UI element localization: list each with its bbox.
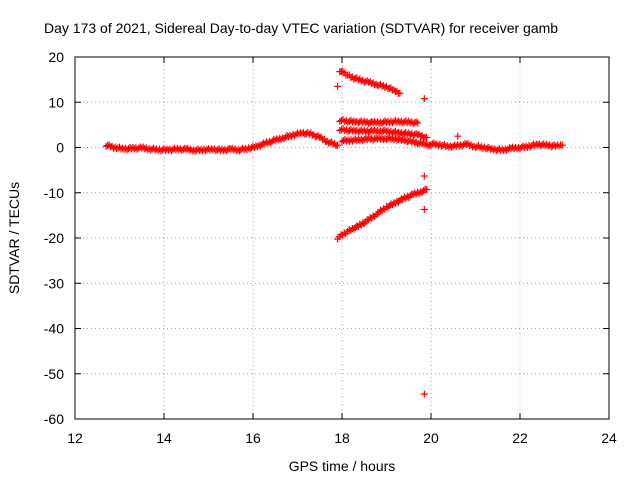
- data-point: [279, 134, 287, 142]
- data-point: [383, 203, 390, 211]
- data-point: [228, 144, 236, 152]
- data-point: [231, 145, 239, 153]
- data-point: [405, 193, 413, 201]
- plot-frame: [74, 56, 610, 420]
- data-point: [267, 139, 275, 147]
- data-point: [423, 186, 431, 194]
- data-point: [340, 229, 348, 237]
- data-point: [363, 77, 371, 85]
- data-point: [555, 142, 563, 150]
- data-point: [424, 142, 432, 150]
- data-point: [420, 172, 428, 180]
- data-point: [295, 130, 303, 138]
- data-point: [334, 82, 342, 90]
- data-point: [420, 390, 428, 398]
- data-point: [377, 206, 385, 214]
- x-tick-label: 20: [423, 430, 439, 446]
- data-point: [403, 192, 411, 200]
- y-tick-label: -40: [44, 321, 64, 337]
- data-point: [360, 117, 368, 125]
- data-point: [256, 142, 264, 150]
- data-point: [400, 129, 408, 137]
- data-point: [277, 136, 285, 144]
- data-point: [393, 197, 401, 205]
- data-point: [396, 89, 404, 97]
- data-point: [381, 84, 389, 92]
- data-point: [504, 145, 512, 153]
- x-tick-label: 22: [512, 430, 528, 446]
- x-tick-label: 14: [156, 430, 172, 446]
- x-tick-label: 18: [334, 430, 350, 446]
- x-tick-label: 12: [67, 430, 83, 446]
- data-point: [412, 118, 420, 126]
- data-point: [347, 116, 355, 124]
- data-point: [494, 146, 502, 154]
- data-point: [558, 141, 566, 149]
- data-point: [213, 146, 221, 154]
- x-tick-label: 16: [245, 430, 261, 446]
- data-point: [431, 141, 439, 149]
- data-point: [423, 134, 431, 142]
- data-point: [356, 127, 364, 135]
- data-point: [314, 132, 322, 140]
- data-point: [339, 67, 347, 75]
- data-points: [102, 67, 566, 398]
- y-tick-label: -60: [44, 411, 64, 427]
- chart-title: Day 173 of 2021, Sidereal Day-to-day VTE…: [44, 20, 558, 36]
- data-point: [420, 95, 428, 103]
- data-point: [476, 144, 484, 152]
- y-tick-label: 20: [48, 49, 64, 65]
- y-tick-label: -20: [44, 230, 64, 246]
- data-point: [151, 146, 159, 154]
- data-point: [414, 131, 422, 139]
- y-tick-labels: -60 -50 -40 -30 -20 -10 0 10 20: [44, 49, 64, 427]
- y-axis-label: SDTVAR / TECUs: [6, 182, 22, 294]
- data-point: [385, 134, 393, 142]
- x-tick-label: 24: [601, 430, 617, 446]
- data-point: [420, 187, 428, 195]
- y-tick-label: -50: [44, 366, 64, 382]
- x-axis-label: GPS time / hours: [289, 458, 396, 474]
- data-point: [268, 137, 276, 145]
- y-tick-label: -30: [44, 275, 64, 291]
- data-point: [250, 143, 258, 151]
- data-point: [302, 129, 310, 137]
- data-point: [334, 141, 342, 149]
- data-point: [402, 194, 410, 202]
- x-tick-labels: 12 14 16 18 20 22 24: [67, 430, 617, 446]
- data-point: [359, 219, 367, 227]
- data-point: [347, 125, 355, 133]
- data-point: [418, 188, 426, 196]
- y-tick-label: 0: [56, 140, 64, 156]
- data-point: [400, 118, 408, 126]
- data-point: [538, 141, 546, 149]
- y-tick-label: -10: [44, 185, 64, 201]
- data-point: [353, 222, 361, 230]
- y-tick-label: 10: [48, 94, 64, 110]
- data-point: [348, 225, 356, 233]
- data-point: [406, 192, 414, 200]
- data-point: [412, 130, 420, 138]
- data-point: [387, 200, 395, 208]
- gridlines: [75, 57, 609, 419]
- data-point: [420, 205, 428, 213]
- data-point: [531, 141, 539, 149]
- data-point: [383, 128, 390, 136]
- data-point: [356, 118, 364, 126]
- data-point: [417, 132, 425, 140]
- data-point: [442, 143, 450, 151]
- data-point: [454, 132, 462, 140]
- data-point: [415, 190, 423, 198]
- data-point: [280, 135, 288, 143]
- data-point: [414, 119, 422, 127]
- data-point: [387, 135, 395, 143]
